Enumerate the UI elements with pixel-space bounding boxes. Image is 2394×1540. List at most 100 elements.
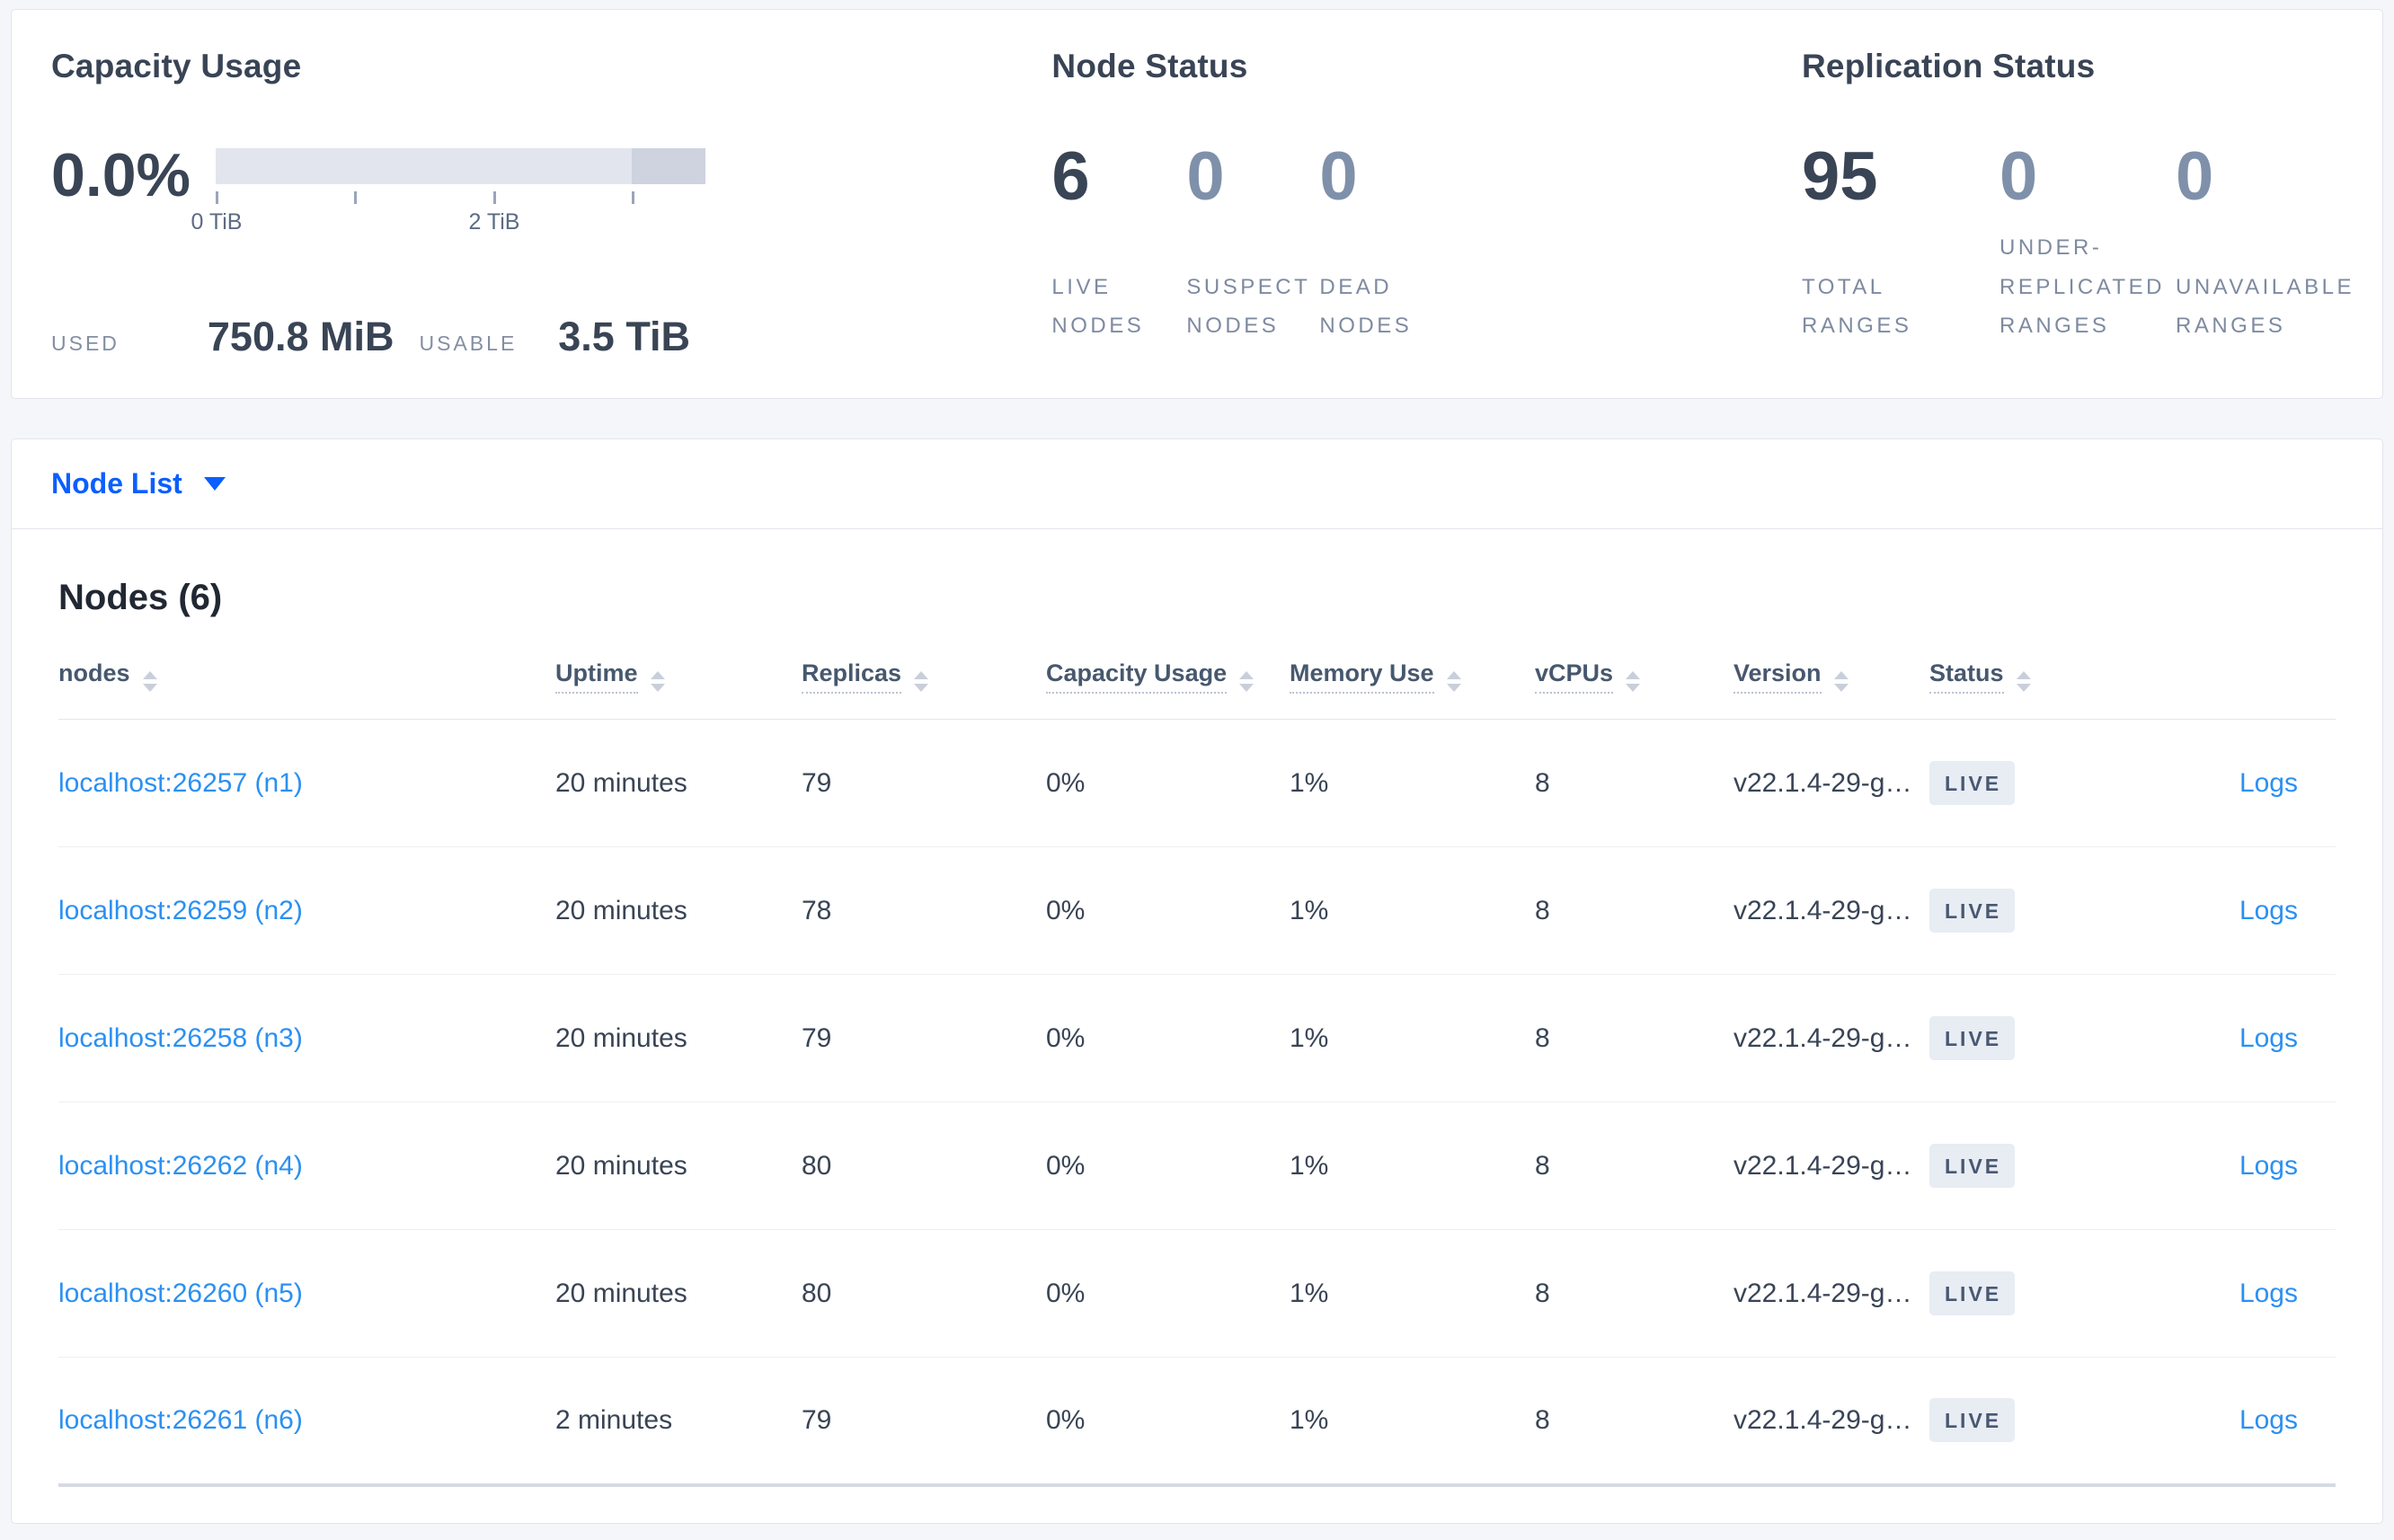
column-label: Version — [1733, 659, 1822, 694]
memory-use-cell: 1% — [1290, 974, 1535, 1102]
table-header-row: nodes Uptime Replicas Capacity Usage Mem… — [58, 659, 2336, 720]
vcpus-cell: 8 — [1535, 1229, 1733, 1358]
logs-cell: Logs — [2159, 1357, 2336, 1487]
dead-nodes-label: DEAD NODES — [1319, 274, 1413, 339]
capacity-usage-cell: 0% — [1046, 719, 1290, 847]
node-address-cell: localhost:26261 (n6) — [58, 1357, 555, 1487]
total-ranges-label: TOTAL RANGES — [1802, 274, 1912, 339]
replicas-cell: 79 — [802, 719, 1046, 847]
memory-use-cell: 1% — [1290, 1229, 1535, 1358]
capacity-bar — [216, 148, 705, 184]
capacity-bar-dark-segment — [632, 148, 705, 184]
node-list-section: Node List Nodes (6) nodes Uptime Replica… — [11, 438, 2383, 1524]
logs-link[interactable]: Logs — [2239, 1278, 2298, 1308]
uptime-cell: 2 minutes — [555, 1357, 802, 1487]
status-cell: LIVE — [1929, 974, 2159, 1102]
replicas-cell: 78 — [802, 846, 1046, 975]
vcpus-cell: 8 — [1535, 974, 1733, 1102]
uptime-cell: 20 minutes — [555, 1102, 802, 1230]
uptime-cell: 20 minutes — [555, 974, 802, 1102]
node-address-cell: localhost:26260 (n5) — [58, 1229, 555, 1358]
uptime-cell: 20 minutes — [555, 719, 802, 847]
live-nodes-label: LIVE NODES — [1051, 274, 1145, 339]
capacity-usage-cell: 0% — [1046, 1357, 1290, 1487]
column-label: Capacity Usage — [1046, 659, 1228, 694]
status-badge: LIVE — [1929, 761, 2016, 805]
capacity-metrics: USED 750.8 MiB USABLE 3.5 TiB — [51, 314, 1051, 360]
column-header-nodes[interactable]: nodes — [58, 659, 555, 720]
uptime-cell: 20 minutes — [555, 1229, 802, 1358]
stat-live-nodes: 6 LIVE NODES — [1051, 141, 1186, 346]
capacity-axis-ticks — [216, 191, 705, 204]
replication-status-panel: Replication Status 95 TOTAL RANGES 0 UND… — [1802, 48, 2382, 398]
node-address-link[interactable]: localhost:26261 (n6) — [58, 1404, 303, 1435]
unavailable-count: 0 — [2176, 138, 2214, 215]
memory-use-cell: 1% — [1290, 846, 1535, 975]
version-cell: v22.1.4-29-g… — [1733, 1357, 1929, 1487]
replicas-cell: 80 — [802, 1102, 1046, 1230]
sort-icon — [1626, 671, 1641, 692]
status-badge: LIVE — [1929, 1271, 2016, 1315]
column-label: vCPUs — [1535, 659, 1614, 694]
column-label: nodes — [58, 659, 130, 686]
node-address-link[interactable]: localhost:26259 (n2) — [58, 895, 303, 925]
column-header-capacity-usage[interactable]: Capacity Usage — [1046, 659, 1290, 720]
used-label: USED — [51, 332, 120, 355]
node-address-link[interactable]: localhost:26258 (n3) — [58, 1022, 303, 1053]
capacity-axis-labels: 0 TiB 2 TiB — [191, 209, 705, 236]
memory-use-cell: 1% — [1290, 1357, 1535, 1487]
node-address-link[interactable]: localhost:26260 (n5) — [58, 1278, 303, 1308]
logs-cell: Logs — [2159, 846, 2336, 975]
column-header-vcpus[interactable]: vCPUs — [1535, 659, 1733, 720]
status-badge: LIVE — [1929, 1398, 2016, 1443]
column-header-memory-use[interactable]: Memory Use — [1290, 659, 1535, 720]
capacity-usage-cell: 0% — [1046, 1102, 1290, 1230]
replication-stats: 95 TOTAL RANGES 0 UNDER-REPLICATED RANGE… — [1802, 141, 2382, 346]
node-list-dropdown[interactable]: Node List — [12, 439, 2382, 529]
capacity-usage-cell: 0% — [1046, 846, 1290, 975]
logs-link[interactable]: Logs — [2239, 1404, 2298, 1435]
status-cell: LIVE — [1929, 1357, 2159, 1487]
logs-link[interactable]: Logs — [2239, 895, 2298, 925]
vcpus-cell: 8 — [1535, 846, 1733, 975]
node-address-link[interactable]: localhost:26262 (n4) — [58, 1150, 303, 1181]
column-header-version[interactable]: Version — [1733, 659, 1929, 720]
logs-link[interactable]: Logs — [2239, 1150, 2298, 1181]
column-header-uptime[interactable]: Uptime — [555, 659, 802, 720]
sort-icon — [650, 671, 665, 692]
logs-cell: Logs — [2159, 1102, 2336, 1230]
node-address-cell: localhost:26259 (n2) — [58, 846, 555, 975]
version-cell: v22.1.4-29-g… — [1733, 1102, 1929, 1230]
node-address-cell: localhost:26258 (n3) — [58, 974, 555, 1102]
logs-link[interactable]: Logs — [2239, 767, 2298, 798]
column-header-status[interactable]: Status — [1929, 659, 2159, 720]
tick-label-0: 0 TiB — [191, 209, 243, 235]
status-cell: LIVE — [1929, 1229, 2159, 1358]
table-row: localhost:26260 (n5) 20 minutes 80 0% 1%… — [58, 1229, 2336, 1358]
table-row: localhost:26258 (n3) 20 minutes 79 0% 1%… — [58, 974, 2336, 1102]
usable-label: USABLE — [419, 332, 518, 355]
replicas-cell: 79 — [802, 974, 1046, 1102]
sort-icon — [1239, 671, 1255, 692]
vcpus-cell: 8 — [1535, 1102, 1733, 1230]
under-replicated-label: UNDER-REPLICATED RANGES — [1999, 235, 2165, 339]
column-header-replicas[interactable]: Replicas — [802, 659, 1046, 720]
dead-nodes-count: 0 — [1319, 138, 1358, 215]
status-cell: LIVE — [1929, 719, 2159, 847]
table-row: localhost:26257 (n1) 20 minutes 79 0% 1%… — [58, 719, 2336, 847]
capacity-usage-panel: Capacity Usage 0.0% 0 TiB 2 TiB USED 750… — [51, 48, 1051, 398]
replication-status-title: Replication Status — [1802, 48, 2096, 84]
node-address-cell: localhost:26262 (n4) — [58, 1102, 555, 1230]
version-cell: v22.1.4-29-g… — [1733, 1229, 1929, 1358]
stat-under-replicated-ranges: 0 UNDER-REPLICATED RANGES — [1999, 141, 2176, 346]
logs-link[interactable]: Logs — [2239, 1022, 2298, 1053]
sort-icon — [914, 671, 929, 692]
capacity-bar-chart: 0 TiB 2 TiB — [191, 141, 705, 236]
tick-label-2: 2 TiB — [468, 209, 520, 235]
cluster-overview-page: Capacity Usage 0.0% 0 TiB 2 TiB USED 750… — [0, 9, 2394, 1524]
node-address-link[interactable]: localhost:26257 (n1) — [58, 767, 303, 798]
usable-value: 3.5 TiB — [558, 314, 691, 359]
column-label: Status — [1929, 659, 2004, 694]
sort-icon — [2016, 671, 2031, 692]
stat-suspect-nodes: 0 SUSPECT NODES — [1186, 141, 1319, 346]
